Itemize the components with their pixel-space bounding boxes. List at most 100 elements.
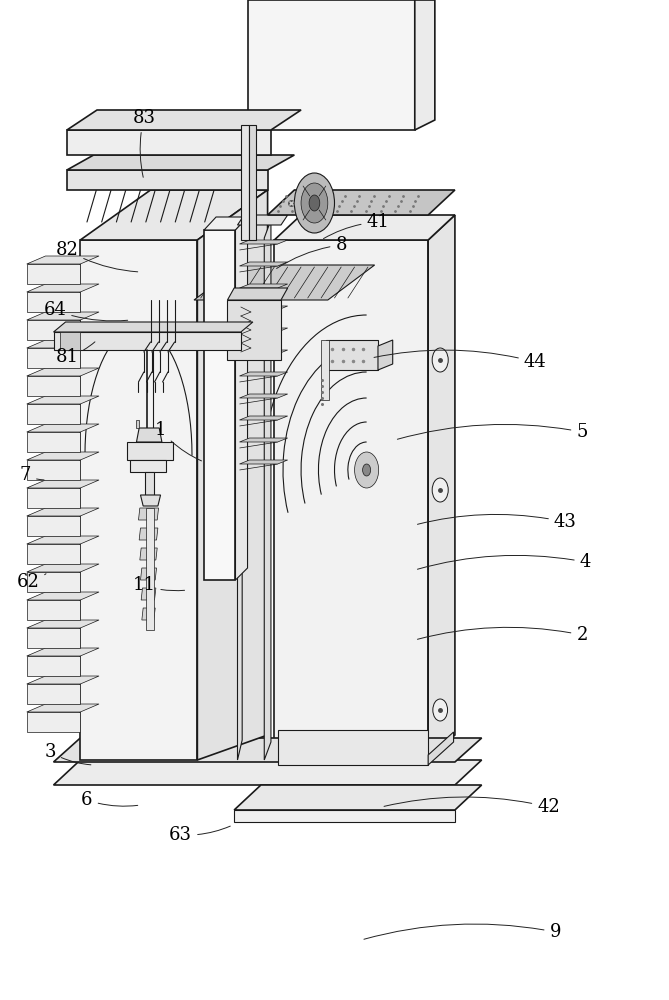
Polygon shape [241, 125, 249, 240]
Polygon shape [146, 508, 154, 630]
Polygon shape [274, 240, 428, 760]
Polygon shape [240, 244, 278, 250]
Polygon shape [27, 368, 99, 376]
Polygon shape [27, 404, 80, 424]
Polygon shape [240, 288, 278, 294]
Polygon shape [54, 760, 482, 785]
Text: 43: 43 [417, 513, 577, 531]
Polygon shape [264, 220, 271, 760]
Polygon shape [142, 608, 155, 620]
Polygon shape [197, 190, 268, 760]
Polygon shape [326, 340, 378, 370]
Polygon shape [80, 190, 268, 240]
Polygon shape [54, 322, 253, 332]
Polygon shape [240, 306, 288, 310]
Polygon shape [274, 215, 455, 240]
Polygon shape [67, 170, 268, 190]
Circle shape [432, 348, 448, 372]
Polygon shape [67, 130, 271, 155]
Polygon shape [240, 438, 288, 442]
Text: 11: 11 [132, 576, 185, 594]
Polygon shape [27, 536, 99, 544]
Text: 1: 1 [155, 421, 201, 461]
Polygon shape [27, 452, 99, 460]
Polygon shape [240, 350, 288, 354]
Polygon shape [140, 548, 157, 560]
Polygon shape [127, 442, 173, 460]
Polygon shape [60, 332, 80, 350]
Circle shape [432, 478, 448, 502]
Polygon shape [27, 564, 99, 572]
Polygon shape [249, 125, 256, 240]
Circle shape [301, 183, 328, 223]
Polygon shape [27, 348, 80, 368]
Polygon shape [80, 240, 197, 760]
Polygon shape [141, 588, 156, 600]
Circle shape [294, 173, 334, 233]
Polygon shape [27, 432, 80, 452]
Polygon shape [27, 684, 80, 704]
Polygon shape [240, 416, 288, 420]
Polygon shape [378, 340, 393, 370]
Polygon shape [136, 428, 162, 442]
Polygon shape [27, 648, 99, 656]
Text: 44: 44 [374, 350, 547, 371]
Polygon shape [248, 0, 415, 130]
Polygon shape [27, 620, 99, 628]
Polygon shape [27, 312, 99, 320]
Polygon shape [27, 256, 99, 264]
Polygon shape [27, 376, 80, 396]
Text: 9: 9 [364, 923, 561, 941]
Polygon shape [27, 264, 80, 284]
Circle shape [433, 699, 448, 721]
Polygon shape [54, 332, 241, 350]
Polygon shape [27, 628, 80, 648]
Polygon shape [428, 215, 455, 760]
Polygon shape [27, 320, 80, 340]
Polygon shape [140, 495, 161, 506]
Text: 82: 82 [56, 241, 138, 272]
Text: 64: 64 [43, 301, 128, 321]
Polygon shape [235, 217, 248, 580]
Polygon shape [240, 394, 288, 398]
Circle shape [363, 464, 371, 476]
Polygon shape [240, 398, 278, 404]
Polygon shape [428, 732, 454, 765]
Text: 63: 63 [169, 826, 230, 844]
Polygon shape [139, 528, 158, 540]
Polygon shape [204, 217, 248, 230]
Polygon shape [67, 110, 301, 130]
Polygon shape [240, 372, 288, 376]
Polygon shape [278, 730, 428, 765]
Text: 81: 81 [56, 342, 95, 366]
Polygon shape [145, 472, 154, 495]
Polygon shape [27, 516, 80, 536]
Text: 6: 6 [81, 791, 138, 809]
Polygon shape [27, 292, 80, 312]
Polygon shape [240, 240, 288, 244]
Polygon shape [67, 155, 294, 170]
Polygon shape [415, 0, 435, 130]
Polygon shape [240, 310, 278, 316]
Polygon shape [240, 332, 278, 338]
Polygon shape [27, 676, 99, 684]
Polygon shape [27, 284, 99, 292]
Polygon shape [240, 376, 278, 382]
Polygon shape [27, 508, 99, 516]
Text: 41: 41 [324, 213, 389, 239]
Polygon shape [237, 220, 242, 760]
Polygon shape [27, 592, 99, 600]
Text: 42: 42 [384, 797, 560, 816]
Text: 5: 5 [397, 423, 588, 441]
Circle shape [309, 195, 320, 211]
Polygon shape [240, 284, 288, 288]
Polygon shape [237, 215, 288, 225]
Polygon shape [240, 328, 288, 332]
Polygon shape [27, 572, 80, 592]
Polygon shape [194, 265, 375, 300]
Polygon shape [227, 288, 288, 300]
Polygon shape [140, 568, 157, 580]
Polygon shape [240, 420, 278, 426]
Text: 2: 2 [417, 626, 588, 644]
Polygon shape [138, 508, 159, 520]
